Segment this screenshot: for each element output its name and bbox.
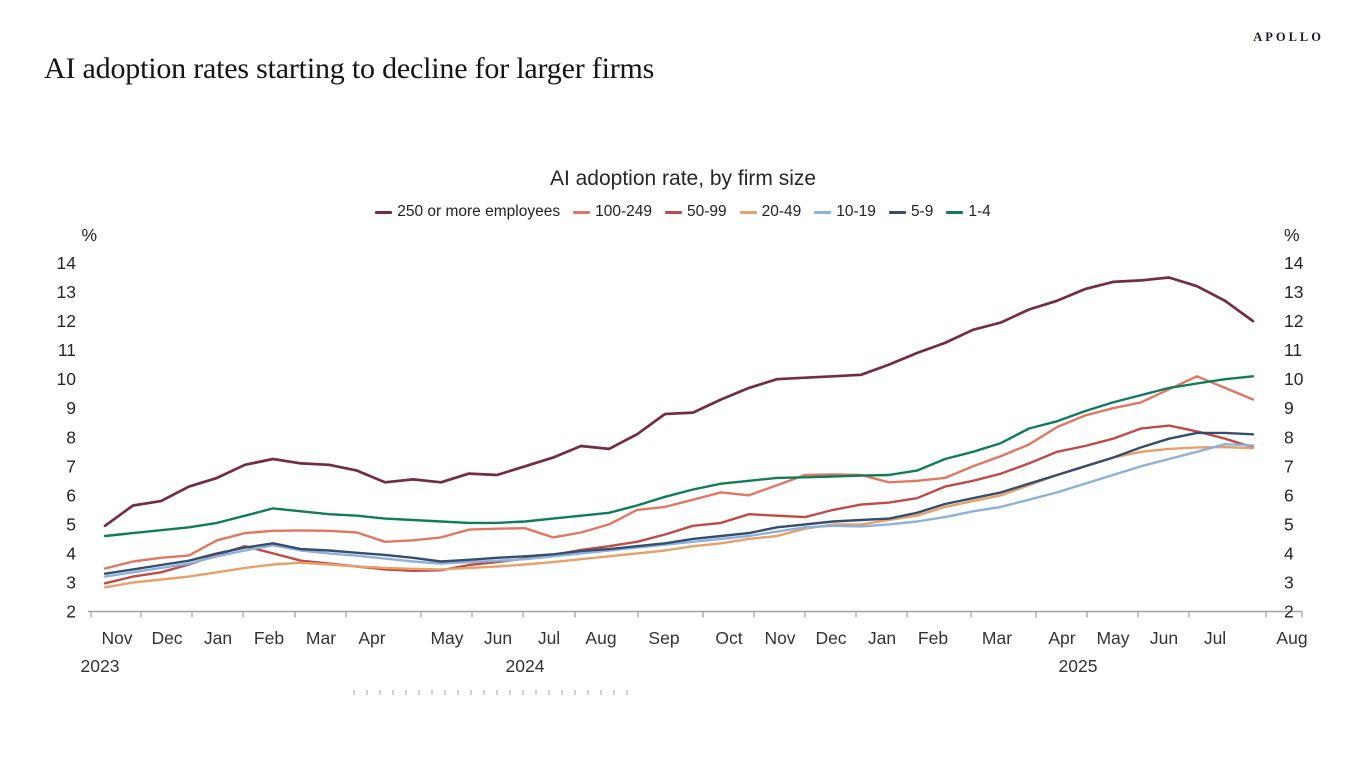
y-axis-label-left: 3 — [66, 572, 76, 592]
legend-item-250-or-more-employees: 250 or more employees — [375, 203, 560, 221]
x-axis-month-label: Aug — [1276, 628, 1307, 648]
y-axis-label-left: 11 — [58, 340, 76, 360]
x-axis-month-label: Nov — [101, 628, 132, 648]
legend-item-100-249: 100-249 — [573, 203, 652, 221]
x-axis-month-label: May — [1096, 628, 1129, 648]
y-axis-label-left: 13 — [57, 282, 76, 302]
legend-label: 250 or more employees — [397, 203, 561, 220]
line-series-1-4 — [103, 375, 1255, 538]
legend-swatch-icon — [814, 210, 832, 214]
y-axis-label-right: 8 — [1284, 427, 1294, 447]
truncated-source-note — [353, 690, 639, 695]
legend-label: 10-19 — [836, 203, 876, 220]
line-series-10-19 — [103, 443, 1255, 578]
x-axis-year-label: 2023 — [81, 656, 120, 676]
x-axis-month-label: Oct — [715, 628, 742, 648]
x-axis-month-label: Jan — [204, 628, 232, 648]
legend-label: 100-249 — [595, 203, 652, 220]
y-axis-label-left: 10 — [57, 369, 77, 389]
x-axis-month-label: May — [430, 628, 463, 648]
legend-swatch-icon — [664, 210, 682, 214]
y-axis-label-right: 12 — [1284, 311, 1303, 331]
y-axis-label-right: 7 — [1284, 456, 1294, 476]
y-axis-label-right: 6 — [1284, 485, 1294, 505]
x-axis-month-label: Mar — [982, 628, 1012, 648]
x-axis-month-label: Feb — [918, 628, 948, 648]
x-axis-month-label: Sep — [648, 628, 679, 648]
x-axis-month-label: Mar — [306, 628, 336, 648]
y-axis-unit-right: % — [1284, 225, 1300, 245]
y-axis-label-left: 2 — [66, 602, 76, 622]
legend-swatch-icon — [573, 210, 591, 214]
page-title: AI adoption rates starting to decline fo… — [44, 52, 655, 85]
line-series-5-9 — [103, 431, 1255, 575]
x-axis-month-label: Dec — [815, 628, 846, 648]
x-axis-month-label: Aug — [585, 628, 616, 648]
y-axis-label-right: 2 — [1284, 602, 1294, 622]
y-axis-label-right: 9 — [1284, 398, 1294, 418]
legend-label: 50-99 — [686, 203, 727, 220]
legend-item-20-49: 20-49 — [739, 203, 802, 221]
y-axis-label-left: 14 — [57, 253, 77, 273]
x-axis-month-label: Jul — [1204, 628, 1226, 648]
x-axis-month-label: Jan — [868, 628, 896, 648]
y-axis-label-right: 11 — [1284, 340, 1302, 360]
x-axis-month-label: Jun — [1150, 628, 1178, 648]
chart-title: AI adoption rate, by firm size — [549, 167, 817, 190]
y-axis-label-left: 12 — [57, 311, 76, 331]
x-axis-month-label: Apr — [358, 628, 385, 648]
line-series-50-99 — [103, 424, 1255, 585]
legend-item-10-19: 10-19 — [814, 203, 876, 221]
legend-item-5-9: 5-9 — [888, 203, 934, 221]
y-axis-label-right: 5 — [1284, 514, 1294, 534]
x-axis-year-label: 2025 — [1059, 656, 1098, 676]
y-axis-label-right: 4 — [1284, 543, 1294, 563]
x-axis-month-label: Feb — [254, 628, 284, 648]
y-axis-label-left: 7 — [66, 456, 76, 476]
legend-label: 5-9 — [910, 203, 934, 220]
y-axis-label-right: 10 — [1284, 369, 1304, 389]
x-axis-month-label: Jul — [538, 628, 560, 648]
legend-label: 1-4 — [968, 203, 991, 220]
legend-swatch-icon — [888, 210, 906, 214]
x-axis-month-label: Apr — [1048, 628, 1075, 648]
chart-legend: 250 or more employees 100-249 50-99 20-49 10… — [0, 203, 1366, 221]
legend-label: 20-49 — [761, 203, 802, 220]
y-axis-label-left: 8 — [66, 427, 76, 447]
legend-swatch-icon — [375, 210, 393, 214]
line-series-100-249 — [103, 375, 1255, 570]
y-axis-label-right: 3 — [1284, 572, 1294, 592]
legend-swatch-icon — [739, 210, 757, 214]
y-axis-label-left: 9 — [66, 398, 76, 418]
x-axis-month-label: Jun — [484, 628, 512, 648]
y-axis-label-left: 6 — [66, 485, 76, 505]
x-axis-month-label: Dec — [151, 628, 182, 648]
x-axis-month-label: Nov — [764, 628, 795, 648]
legend-item-1-4: 1-4 — [946, 203, 991, 221]
legend-item-50-99: 50-99 — [664, 203, 727, 221]
y-axis-label-left: 5 — [66, 514, 76, 534]
y-axis-label-right: 13 — [1284, 282, 1303, 302]
brand-logo: APOLLO — [1253, 30, 1324, 44]
legend-swatch-icon — [946, 210, 964, 214]
x-axis-year-label: 2024 — [506, 656, 545, 676]
line-series-250-or-more-employees — [103, 276, 1255, 528]
y-axis-unit-left: % — [81, 225, 97, 245]
y-axis-label-left: 4 — [66, 543, 76, 563]
y-axis-label-right: 14 — [1284, 253, 1304, 273]
